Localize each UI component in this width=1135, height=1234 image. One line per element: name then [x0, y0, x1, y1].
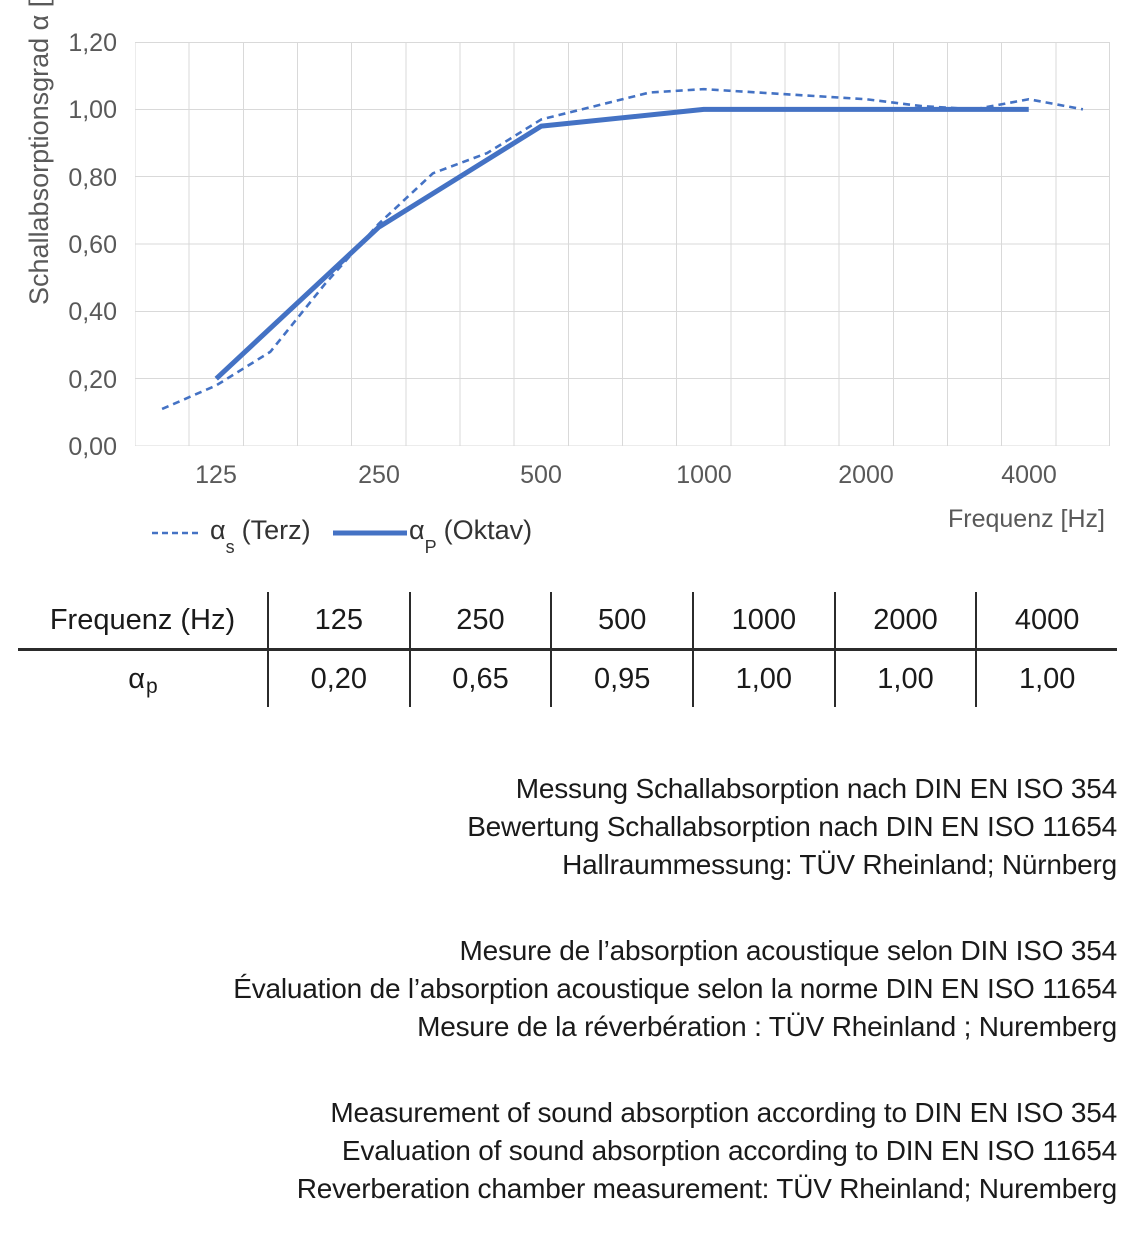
x-tick-label: 4000	[1001, 461, 1057, 489]
table-cell-value: 1,00	[692, 651, 834, 707]
y-tick-label: 0,20	[68, 366, 117, 394]
note-line: Bewertung Schallabsorption nach DIN EN I…	[467, 811, 1117, 842]
table-header-value: 500	[550, 592, 692, 651]
y-tick-label: 0,00	[68, 433, 117, 461]
oktav-series-line	[214, 106, 1029, 381]
note-line: Measurement of sound absorption accordin…	[330, 1097, 1117, 1128]
table-header-value: 2000	[833, 592, 976, 651]
chart-legend: αs(Terz) αP(Oktav)	[0, 513, 700, 557]
legend-label-terz: αs(Terz)	[210, 515, 311, 557]
note-line: Evaluation of sound absorption according…	[341, 1135, 1117, 1166]
note-line: Messung Schallabsorption nach DIN EN ISO…	[515, 773, 1117, 804]
y-tick-label: 0,80	[68, 164, 117, 192]
gridlines	[135, 42, 1110, 446]
notes-french: Mesure de l’absorption acoustique selon …	[18, 932, 1117, 1046]
x-tick-label: 125	[195, 461, 237, 489]
table-header-value: 125	[267, 592, 409, 651]
note-line: Mesure de l’absorption acoustique selon …	[459, 935, 1117, 966]
note-line: Évaluation de l’absorption acoustique se…	[233, 973, 1117, 1004]
notes-english: Measurement of sound absorption accordin…	[18, 1094, 1118, 1208]
x-tick-label: 500	[520, 461, 562, 489]
dashed-line-sample-icon	[152, 531, 202, 535]
y-tick-label: 0,40	[68, 298, 117, 326]
x-tick-label: 250	[358, 461, 400, 489]
table-header-frequency: Frequenz (Hz)	[18, 592, 267, 651]
table-header-value: 4000	[975, 592, 1117, 651]
y-tick-label: 0,60	[68, 231, 117, 259]
table-cell-value: 1,00	[833, 651, 976, 707]
legend-item-terz: αs(Terz)	[152, 513, 311, 557]
note-line: Mesure de la réverbération : TÜV Rheinla…	[417, 1011, 1117, 1042]
solid-line-sample-icon	[333, 530, 407, 536]
x-tick-label: 1000	[676, 461, 732, 489]
terz-series-line	[161, 87, 1084, 411]
legend-label-oktav: αP(Oktav)	[409, 515, 533, 557]
legend-item-oktav: αP(Oktav)	[333, 513, 533, 557]
x-tick-label: 2000	[838, 461, 894, 489]
notes-german: Messung Schallabsorption nach DIN EN ISO…	[18, 770, 1117, 884]
y-tick-label: 1,00	[68, 96, 117, 124]
table-header-value: 1000	[692, 592, 834, 651]
table-cell-value: 0,20	[267, 651, 409, 707]
note-line: Hallraummessung: TÜV Rheinland; Nürnberg	[562, 849, 1117, 880]
table-cell-value: 0,95	[550, 651, 692, 707]
table-header-value: 250	[408, 592, 551, 651]
plot-area	[135, 42, 1110, 446]
table-cell-value: 0,65	[408, 651, 551, 707]
x-axis-title: Frequenz [Hz]	[947, 505, 1105, 533]
table-cell-value: 1,00	[975, 651, 1117, 707]
alpha-p-table: Frequenz (Hz) 125 250 500 1000 2000 4000…	[18, 592, 1117, 707]
y-tick-label: 1,20	[68, 29, 117, 57]
note-line: Reverberation chamber measurement: TÜV R…	[296, 1173, 1118, 1204]
